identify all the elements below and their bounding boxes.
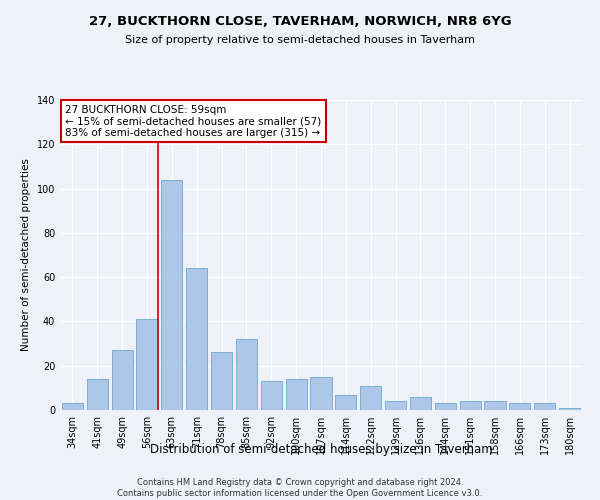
Y-axis label: Number of semi-detached properties: Number of semi-detached properties (21, 158, 31, 352)
Bar (136, 319, 158, 410)
Bar (484, 401, 506, 410)
Bar (534, 404, 555, 410)
Bar (559, 408, 580, 410)
Bar (236, 339, 257, 410)
Bar (435, 404, 456, 410)
Bar (335, 394, 356, 410)
Text: 27 BUCKTHORN CLOSE: 59sqm
← 15% of semi-detached houses are smaller (57)
83% of : 27 BUCKTHORN CLOSE: 59sqm ← 15% of semi-… (65, 104, 322, 138)
Bar (310, 377, 332, 410)
Bar (62, 404, 83, 410)
Bar (87, 379, 108, 410)
Bar (509, 404, 530, 410)
Bar (211, 352, 232, 410)
Bar (460, 401, 481, 410)
Bar (360, 386, 381, 410)
Bar (161, 180, 182, 410)
Bar (112, 350, 133, 410)
Text: Size of property relative to semi-detached houses in Taverham: Size of property relative to semi-detach… (125, 35, 475, 45)
Bar (261, 381, 282, 410)
Bar (410, 396, 431, 410)
Bar (286, 379, 307, 410)
Text: Contains HM Land Registry data © Crown copyright and database right 2024.
Contai: Contains HM Land Registry data © Crown c… (118, 478, 482, 498)
Bar (385, 401, 406, 410)
Text: Distribution of semi-detached houses by size in Taverham: Distribution of semi-detached houses by … (149, 442, 493, 456)
Text: 27, BUCKTHORN CLOSE, TAVERHAM, NORWICH, NR8 6YG: 27, BUCKTHORN CLOSE, TAVERHAM, NORWICH, … (89, 15, 511, 28)
Bar (186, 268, 207, 410)
